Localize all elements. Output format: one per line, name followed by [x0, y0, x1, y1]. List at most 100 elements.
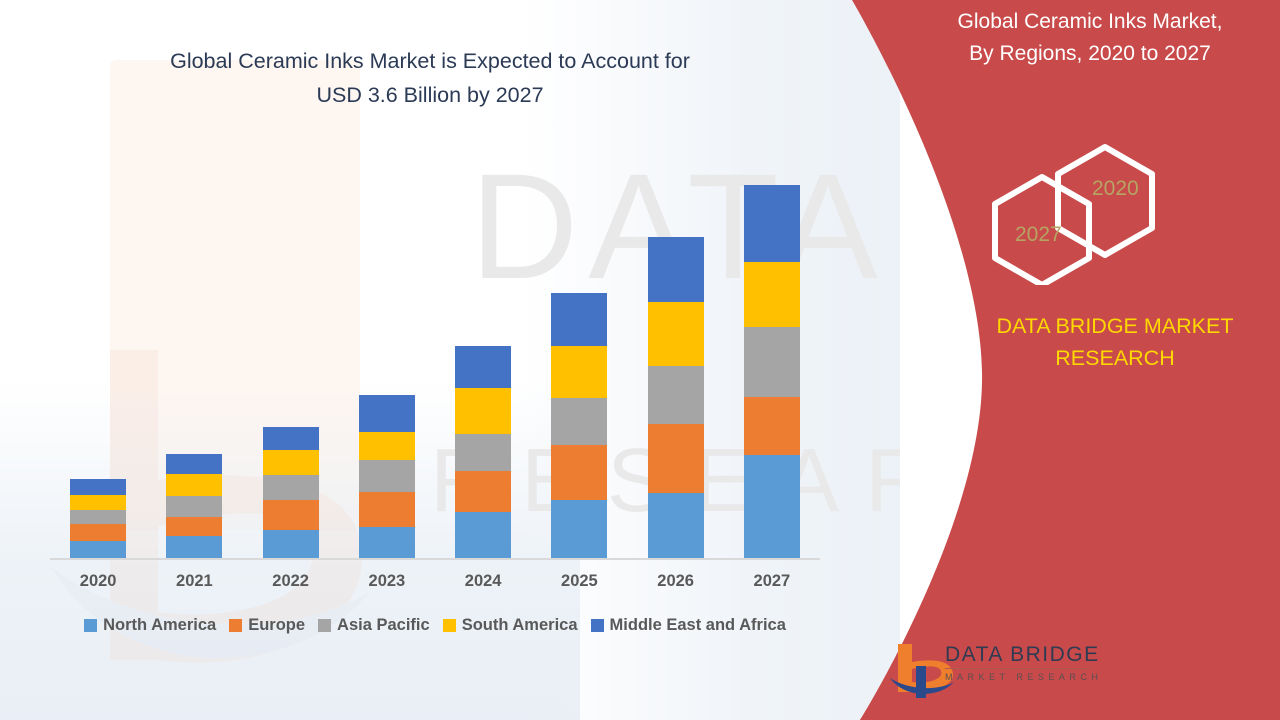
- bar-segment[interactable]: [551, 398, 608, 446]
- bar-group-2026: [628, 120, 724, 558]
- bar-group-2023: [339, 120, 435, 558]
- brand-panel-title: Global Ceramic Inks Market, By Regions, …: [925, 6, 1255, 70]
- x-axis-label: 2026: [657, 572, 694, 590]
- legend-item[interactable]: Asia Pacific: [318, 616, 430, 635]
- stacked-bar[interactable]: [358, 395, 415, 558]
- legend-swatch-icon: [442, 619, 456, 632]
- bar-segment[interactable]: [262, 450, 319, 476]
- chart-title: Global Ceramic Inks Market is Expected t…: [60, 44, 800, 112]
- company-logo-divider: [945, 668, 1091, 669]
- bar-segment[interactable]: [262, 499, 319, 531]
- bar-segment[interactable]: [358, 431, 415, 460]
- legend-item[interactable]: South America: [442, 616, 578, 635]
- bar-segment[interactable]: [455, 388, 512, 434]
- stacked-bar[interactable]: [455, 345, 512, 558]
- legend-label: South America: [461, 616, 578, 634]
- hexagon-outline-icon: [992, 144, 1155, 288]
- bar-segment[interactable]: [358, 526, 415, 558]
- bar-segment[interactable]: [166, 474, 223, 496]
- legend-swatch-icon: [318, 619, 332, 632]
- brand-name: DATA BRIDGE MARKET RESEARCH: [975, 310, 1255, 374]
- bar-segment[interactable]: [551, 292, 608, 346]
- bar-segment[interactable]: [551, 345, 608, 399]
- stacked-bar[interactable]: [262, 427, 319, 558]
- bar-group-2024: [435, 120, 531, 558]
- stacked-bar[interactable]: [166, 454, 223, 558]
- x-axis-label: 2023: [368, 572, 406, 590]
- bar-segment[interactable]: [551, 445, 608, 500]
- bar-segment[interactable]: [551, 499, 608, 558]
- bar-segment[interactable]: [262, 427, 319, 451]
- bar-group-2022: [243, 120, 339, 558]
- bar-segment[interactable]: [70, 494, 127, 511]
- chart-title-line1: Global Ceramic Inks Market is Expected t…: [170, 49, 690, 73]
- company-logo-tagline: MARKET RESEARCH: [945, 672, 1103, 682]
- bar-segment[interactable]: [647, 424, 704, 493]
- bar-segment[interactable]: [455, 433, 512, 471]
- bar-segment[interactable]: [647, 302, 704, 367]
- bar-group-2025: [531, 120, 627, 558]
- bar-segment[interactable]: [358, 395, 415, 432]
- bar-segment[interactable]: [166, 495, 223, 517]
- bar-segment[interactable]: [358, 491, 415, 527]
- bar-segment[interactable]: [70, 523, 127, 542]
- bar-group-2020: [50, 120, 146, 558]
- legend-label: Asia Pacific: [337, 616, 430, 634]
- chart-legend: North America Europe Asia Pacific South Ame…: [50, 616, 820, 635]
- bar-segment[interactable]: [70, 479, 127, 495]
- bar-segment[interactable]: [743, 261, 800, 327]
- bar-segment[interactable]: [743, 326, 800, 398]
- bar-segment[interactable]: [455, 345, 512, 389]
- bar-segment[interactable]: [166, 454, 223, 475]
- bar-segment[interactable]: [70, 541, 127, 558]
- brand-panel-title-line2: By Regions, 2020 to 2027: [969, 42, 1211, 65]
- bar-segment[interactable]: [166, 536, 223, 558]
- brand-panel-title-line1: Global Ceramic Inks Market,: [957, 10, 1223, 33]
- company-logo-name: DATA BRIDGE: [945, 643, 1100, 666]
- bar-segment[interactable]: [743, 455, 800, 558]
- x-axis-label: 2025: [561, 572, 598, 590]
- legend-item[interactable]: North America: [84, 616, 216, 635]
- company-logo-icon: [890, 644, 954, 698]
- brand-name-line1: DATA BRIDGE MARKET: [996, 314, 1234, 338]
- legend-swatch-icon: [229, 619, 243, 632]
- legend-label: Europe: [248, 616, 306, 634]
- x-axis-label: 2022: [272, 572, 309, 590]
- stacked-bar[interactable]: [647, 236, 704, 558]
- stacked-bar[interactable]: [743, 185, 800, 558]
- bar-segment[interactable]: [358, 459, 415, 492]
- chart-title-line2: USD 3.6 Billion by 2027: [316, 83, 544, 107]
- x-axis-label: 2020: [79, 572, 117, 590]
- bar-segment[interactable]: [647, 366, 704, 425]
- bar-group-2021: [146, 120, 242, 558]
- legend-label: Middle East and Africa: [609, 616, 786, 634]
- stacked-bar-chart: [50, 120, 820, 558]
- bar-segment[interactable]: [455, 512, 512, 558]
- bar-segment[interactable]: [262, 475, 319, 500]
- bar-segment[interactable]: [647, 492, 704, 558]
- bar-segment[interactable]: [70, 510, 127, 524]
- legend-swatch-icon: [84, 619, 98, 632]
- legend-item[interactable]: Middle East and Africa: [590, 616, 786, 635]
- hexagon-badge-label-2020: 2020: [1092, 177, 1139, 200]
- bar-segment[interactable]: [743, 185, 800, 262]
- bar-segment[interactable]: [455, 470, 512, 513]
- hexagon-badge-label-2027: 2027: [1015, 223, 1062, 246]
- x-axis-label: 2027: [753, 572, 791, 590]
- legend-swatch-icon: [590, 619, 604, 632]
- bar-segment[interactable]: [743, 397, 800, 456]
- x-axis-labels: 2020 2021 2022 2023 2024 2025 2026 2027: [50, 572, 820, 591]
- bar-segment[interactable]: [166, 516, 223, 537]
- stacked-bar[interactable]: [70, 479, 127, 558]
- stacked-bar[interactable]: [551, 292, 608, 558]
- bar-segment[interactable]: [262, 530, 319, 558]
- legend-label: North America: [103, 616, 217, 634]
- x-axis-label: 2021: [176, 572, 213, 590]
- hexagon-badges: 2020 2027: [980, 135, 1190, 288]
- bar-group-2027: [724, 120, 820, 558]
- x-axis-label: 2024: [464, 572, 502, 590]
- legend-item[interactable]: Europe: [229, 616, 305, 635]
- bar-segment[interactable]: [647, 236, 704, 303]
